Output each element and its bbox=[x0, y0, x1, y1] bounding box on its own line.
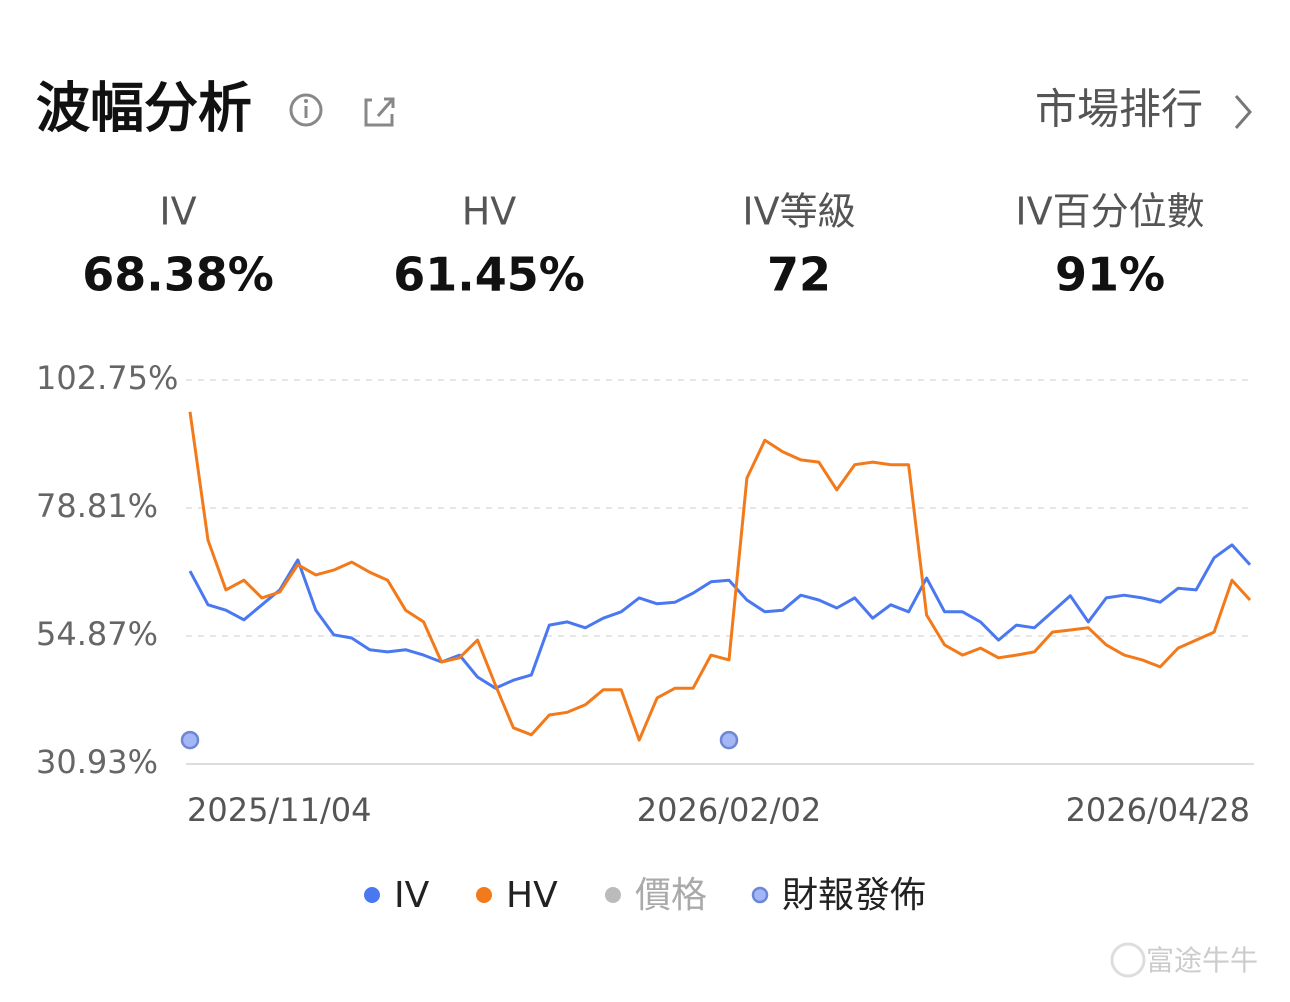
stat-value: 61.45% bbox=[393, 248, 585, 302]
watermark: 富途牛牛 bbox=[1146, 944, 1258, 977]
x-tick-label: 2025/11/04 bbox=[187, 791, 371, 829]
legend-swatch bbox=[605, 887, 621, 903]
x-tick-label: 2026/02/02 bbox=[637, 791, 821, 829]
legend-item[interactable]: 財報發佈 bbox=[751, 875, 926, 916]
earnings-marker bbox=[180, 730, 200, 750]
legend-swatch bbox=[751, 886, 769, 904]
stat-value: 91% bbox=[1055, 248, 1165, 302]
chevron[interactable] bbox=[1234, 95, 1252, 129]
y-tick-label: 102.75% bbox=[36, 359, 178, 397]
title: 波幅分析 bbox=[36, 77, 252, 140]
series-line bbox=[188, 411, 1252, 742]
legend-item[interactable]: 價格 bbox=[605, 875, 707, 916]
legend-label: HV bbox=[506, 875, 558, 916]
y-tick-label: 78.81% bbox=[36, 487, 158, 525]
watermark-logo bbox=[1110, 942, 1146, 978]
earnings-marker bbox=[719, 730, 739, 750]
market-rank-link[interactable]: 市場排行 bbox=[1035, 85, 1203, 134]
legend-item[interactable]: HV bbox=[476, 875, 558, 916]
stat-label: HV bbox=[462, 190, 517, 234]
legend-label: 價格 bbox=[635, 875, 707, 916]
y-tick-label: 30.93% bbox=[36, 743, 158, 781]
y-tick-label: 54.87% bbox=[36, 615, 158, 653]
stat-value: 72 bbox=[767, 248, 831, 302]
stat-value: 68.38% bbox=[82, 248, 274, 302]
legend-item[interactable]: IV bbox=[364, 875, 430, 916]
stat-label: IV百分位數 bbox=[1015, 190, 1204, 234]
legend-swatch bbox=[476, 887, 492, 903]
legend-swatch bbox=[364, 887, 380, 903]
legend-label: 財報發佈 bbox=[782, 875, 926, 916]
stat-label: IV等級 bbox=[742, 190, 855, 234]
x-tick-label: 2026/04/28 bbox=[1066, 791, 1250, 829]
legend-label: IV bbox=[394, 875, 430, 916]
info-icon[interactable] bbox=[289, 93, 323, 127]
share-icon[interactable] bbox=[364, 97, 395, 127]
stat-label: IV bbox=[159, 190, 196, 234]
series-line bbox=[188, 543, 1252, 690]
